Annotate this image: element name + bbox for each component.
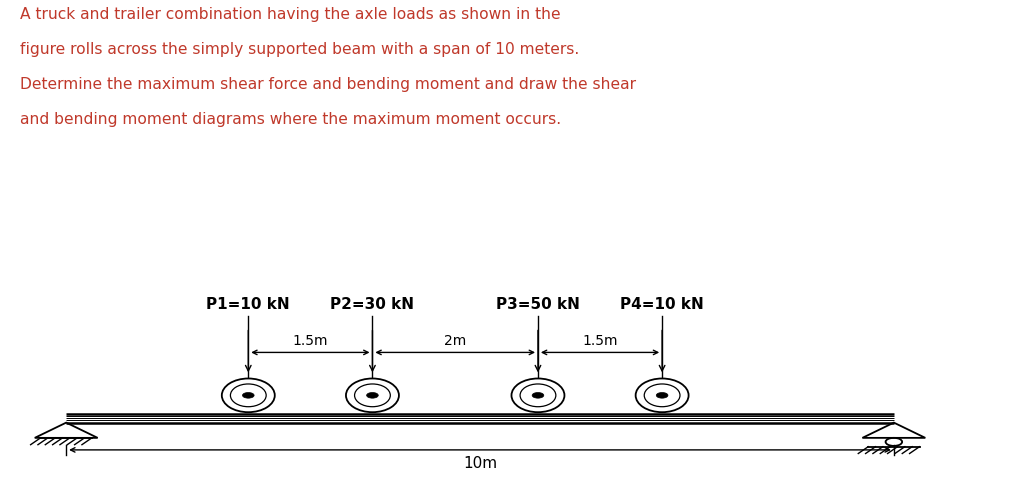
Circle shape [242, 393, 254, 398]
Text: P1=10 kN: P1=10 kN [207, 297, 290, 312]
Text: P3=50 kN: P3=50 kN [496, 297, 580, 312]
Text: A truck and trailer combination having the axle loads as shown in the: A truck and trailer combination having t… [20, 7, 561, 22]
Ellipse shape [511, 379, 564, 412]
Text: figure rolls across the simply supported beam with a span of 10 meters.: figure rolls across the simply supported… [20, 42, 579, 57]
Ellipse shape [346, 379, 399, 412]
Text: Determine the maximum shear force and bending moment and draw the shear: Determine the maximum shear force and be… [20, 77, 636, 92]
Text: 1.5m: 1.5m [292, 334, 328, 348]
Circle shape [532, 393, 544, 398]
Text: P4=10 kN: P4=10 kN [620, 297, 704, 312]
Text: 10m: 10m [463, 456, 497, 471]
Circle shape [657, 393, 668, 398]
Ellipse shape [222, 379, 275, 412]
Text: 2m: 2m [444, 334, 466, 348]
Text: 1.5m: 1.5m [582, 334, 618, 348]
Text: and bending moment diagrams where the maximum moment occurs.: and bending moment diagrams where the ma… [20, 112, 562, 127]
Text: P2=30 kN: P2=30 kN [331, 297, 414, 312]
Circle shape [366, 393, 379, 398]
Ellipse shape [635, 379, 688, 412]
